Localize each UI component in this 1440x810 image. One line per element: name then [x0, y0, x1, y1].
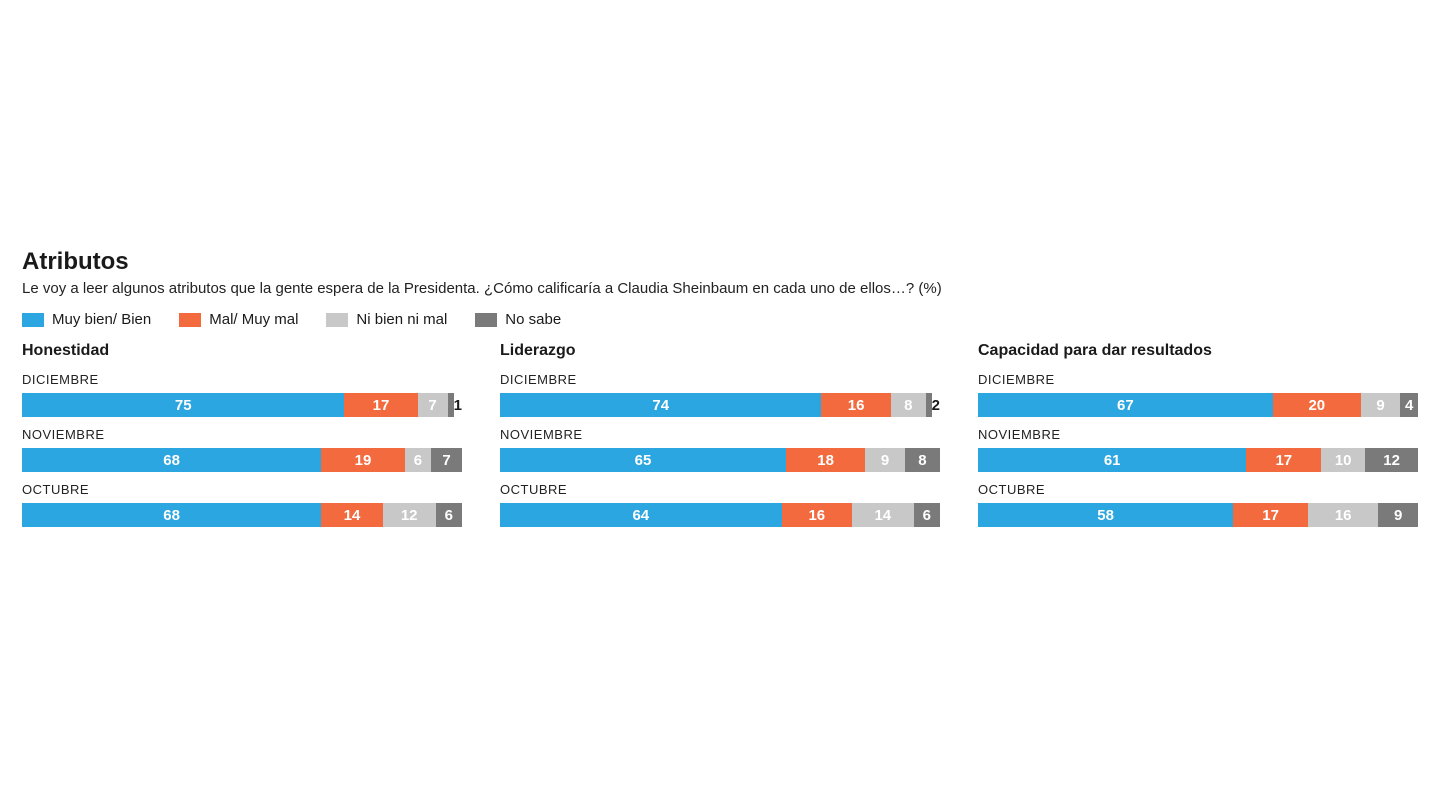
stacked-bar: 6814126 [22, 503, 462, 527]
bar-row: OCTUBRE 6814126 [22, 482, 462, 527]
bar-row: NOVIEMBRE 681967 [22, 427, 462, 472]
bar-segment: 9 [1378, 503, 1418, 527]
bar-row: OCTUBRE 5817169 [978, 482, 1418, 527]
bar-row: NOVIEMBRE 651898 [500, 427, 940, 472]
bar-segment: 16 [782, 503, 852, 527]
bar-segment: 14 [321, 503, 383, 527]
row-label: NOVIEMBRE [500, 427, 940, 442]
bar-segment: 12 [1365, 448, 1418, 472]
legend: Muy bien/ Bien Mal/ Muy mal Ni bien ni mal… [22, 311, 1418, 328]
bar-segment: 7 [431, 448, 462, 472]
bar-row: DICIEMBRE741682 [500, 372, 940, 417]
bar-wrap: 5817169 [978, 503, 1418, 527]
bar-segment: 18 [786, 448, 865, 472]
panel: LiderazgoDICIEMBRE741682NOVIEMBRE651898O… [500, 342, 940, 537]
bar-wrap: 672094 [978, 393, 1418, 417]
stacked-bar: 6416146 [500, 503, 940, 527]
bar-segment: 17 [1233, 503, 1308, 527]
bar-segment: 8 [891, 393, 926, 417]
legend-label: Mal/ Muy mal [209, 311, 298, 328]
bar-segment: 75 [22, 393, 344, 417]
bar-segment: 9 [865, 448, 905, 472]
row-label: DICIEMBRE [500, 372, 940, 387]
bar-segment: 12 [383, 503, 436, 527]
legend-label: Ni bien ni mal [356, 311, 447, 328]
bar-row: NOVIEMBRE 61171012 [978, 427, 1418, 472]
bar-segment: 61 [978, 448, 1246, 472]
stacked-bar: 651898 [500, 448, 940, 472]
bar-segment: 4 [1400, 393, 1418, 417]
bar-wrap: 6814126 [22, 503, 462, 527]
stacked-bar: 61171012 [978, 448, 1418, 472]
bar-value-outside: 2 [932, 397, 940, 414]
legend-swatch [326, 313, 348, 327]
bar-segment: 65 [500, 448, 786, 472]
bar-segment: 64 [500, 503, 782, 527]
bar-segment: 6 [436, 503, 462, 527]
row-label: OCTUBRE [978, 482, 1418, 497]
stacked-bar: 75177 [22, 393, 448, 417]
stacked-bar: 672094 [978, 393, 1418, 417]
bar-segment: 8 [905, 448, 940, 472]
bar-wrap: 741682 [500, 393, 940, 417]
stacked-bar: 5817169 [978, 503, 1418, 527]
bar-segment: 74 [500, 393, 821, 417]
stacked-bar: 681967 [22, 448, 462, 472]
bar-segment: 68 [22, 448, 321, 472]
bar-segment: 10 [1321, 448, 1365, 472]
bar-wrap: 681967 [22, 448, 462, 472]
row-label: DICIEMBRE [22, 372, 462, 387]
legend-swatch [475, 313, 497, 327]
row-label: OCTUBRE [22, 482, 462, 497]
row-label: NOVIEMBRE [978, 427, 1418, 442]
bar-segment: 68 [22, 503, 321, 527]
bar-wrap: 61171012 [978, 448, 1418, 472]
bar-segment: 9 [1361, 393, 1401, 417]
bar-segment: 19 [321, 448, 405, 472]
bar-wrap: 651898 [500, 448, 940, 472]
stacked-bar: 74168 [500, 393, 926, 417]
row-label: DICIEMBRE [978, 372, 1418, 387]
legend-item: No sabe [475, 311, 561, 328]
bar-wrap: 751771 [22, 393, 462, 417]
panel: Capacidad para dar resultados DICIEMBRE 67… [978, 342, 1418, 537]
panel-title: Capacidad para dar resultados [978, 342, 1418, 360]
bar-segment: 16 [821, 393, 890, 417]
bar-row: DICIEMBRE751771 [22, 372, 462, 417]
chart-subtitle: Le voy a leer algunos atributos que la g… [22, 280, 1418, 297]
bar-wrap: 6416146 [500, 503, 940, 527]
panel: HonestidadDICIEMBRE751771NOVIEMBRE681967… [22, 342, 462, 537]
legend-swatch [179, 313, 201, 327]
bar-segment: 17 [344, 393, 417, 417]
row-label: OCTUBRE [500, 482, 940, 497]
legend-label: Muy bien/ Bien [52, 311, 151, 328]
row-label: NOVIEMBRE [22, 427, 462, 442]
legend-label: No sabe [505, 311, 561, 328]
chart-container: Atributos Le voy a leer algunos atributo… [22, 248, 1418, 537]
bar-value-outside: 1 [454, 397, 462, 414]
bar-segment: 17 [1246, 448, 1321, 472]
legend-item: Muy bien/ Bien [22, 311, 151, 328]
panels-row: HonestidadDICIEMBRE751771NOVIEMBRE681967… [22, 342, 1418, 537]
chart-title: Atributos [22, 248, 1418, 276]
panel-title: Honestidad [22, 342, 462, 360]
bar-segment: 67 [978, 393, 1273, 417]
bar-segment: 58 [978, 503, 1233, 527]
bar-segment: 14 [852, 503, 914, 527]
bar-row: DICIEMBRE 672094 [978, 372, 1418, 417]
bar-segment: 20 [1273, 393, 1361, 417]
bar-segment: 16 [1308, 503, 1378, 527]
panel-title: Liderazgo [500, 342, 940, 360]
bar-segment: 7 [418, 393, 448, 417]
bar-segment: 6 [405, 448, 431, 472]
legend-item: Mal/ Muy mal [179, 311, 298, 328]
bar-segment: 6 [914, 503, 940, 527]
legend-swatch [22, 313, 44, 327]
legend-item: Ni bien ni mal [326, 311, 447, 328]
bar-row: OCTUBRE 6416146 [500, 482, 940, 527]
